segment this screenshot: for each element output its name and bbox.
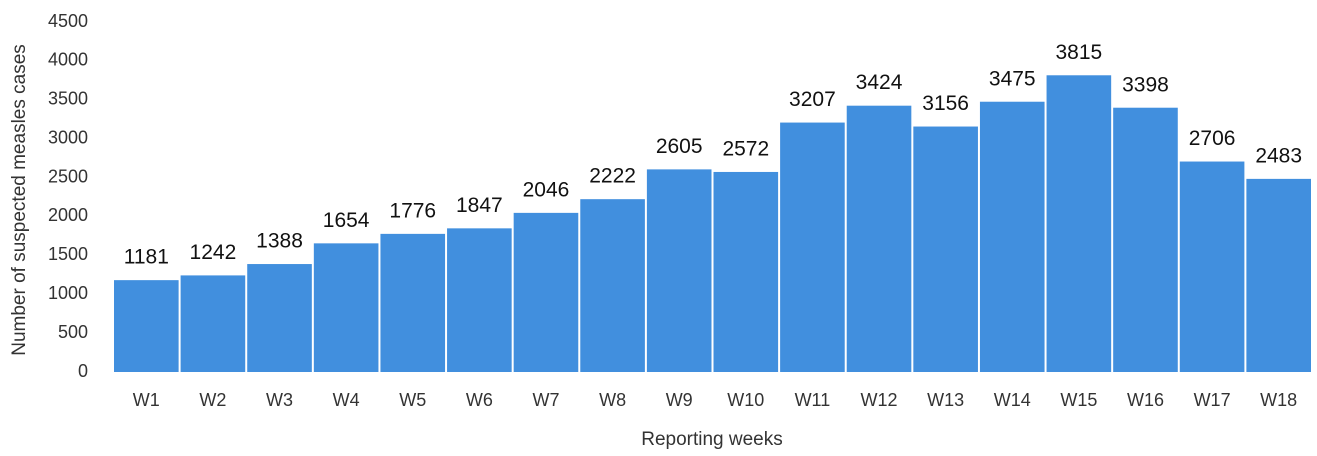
bar (646, 169, 712, 372)
bar (979, 101, 1045, 372)
bar (247, 264, 312, 372)
y-tick-label: 2500 (48, 166, 88, 186)
bar (380, 233, 446, 372)
bar (114, 280, 179, 372)
data-label: 3815 (1056, 41, 1103, 64)
x-axis-label: Reporting weeks (641, 429, 783, 450)
data-label: 3475 (989, 67, 1036, 90)
y-tick-label: 2000 (48, 205, 88, 225)
x-tick-label: W6 (466, 390, 493, 410)
y-tick-label: 1500 (48, 244, 88, 264)
bar (513, 212, 579, 372)
data-label: 1242 (190, 241, 237, 264)
data-label: 2483 (1255, 144, 1302, 167)
x-tick-label: W7 (532, 390, 559, 410)
x-tick-label: W9 (666, 390, 693, 410)
x-tick-label: W8 (599, 390, 626, 410)
data-label: 1388 (256, 230, 303, 253)
x-tick-label: W15 (1060, 390, 1097, 410)
data-label: 1847 (456, 194, 503, 217)
x-tick-label: W14 (994, 390, 1031, 410)
bar (1179, 161, 1245, 372)
data-label: 3207 (789, 88, 836, 111)
bar (1113, 107, 1178, 372)
x-tick-label: W4 (333, 390, 360, 410)
x-tick-label: W18 (1260, 390, 1297, 410)
y-tick-label: 4500 (48, 11, 88, 31)
data-label: 2605 (656, 135, 703, 158)
bar (313, 243, 379, 372)
x-tick-label: W1 (133, 390, 160, 410)
data-label: 3398 (1122, 73, 1169, 96)
y-tick-label: 3000 (48, 127, 88, 147)
x-tick-label: W11 (795, 390, 831, 410)
x-tick-label: W3 (266, 390, 293, 410)
x-tick-label: W10 (727, 390, 764, 410)
data-label: 1776 (389, 199, 436, 222)
data-label: 2046 (523, 178, 570, 201)
data-label: 2222 (589, 165, 636, 188)
bar (913, 126, 978, 373)
bar (180, 275, 246, 372)
data-label: 2572 (722, 138, 769, 161)
bar (780, 122, 845, 372)
y-tick-label: 0 (78, 361, 88, 381)
y-tick-label: 4000 (48, 50, 88, 70)
data-label: 1654 (323, 209, 370, 232)
bar (1046, 75, 1112, 373)
data-label: 3424 (856, 71, 903, 94)
y-tick-label: 1000 (48, 283, 88, 303)
x-tick-label: W2 (199, 390, 226, 410)
data-label: 2706 (1189, 127, 1236, 150)
bar (1246, 178, 1311, 372)
bar (846, 105, 912, 372)
y-tick-label: 3500 (48, 89, 88, 109)
data-label: 3156 (922, 92, 969, 115)
bar (447, 228, 512, 372)
data-label: 1181 (124, 246, 169, 269)
x-tick-label: W12 (861, 390, 898, 410)
x-tick-label: W13 (927, 390, 964, 410)
y-tick-label: 500 (58, 322, 88, 342)
x-tick-label: W17 (1194, 390, 1231, 410)
bar (713, 171, 779, 372)
y-axis-label: Number of suspected measles cases (9, 44, 30, 356)
x-tick-label: W16 (1127, 390, 1164, 410)
x-tick-label: W5 (399, 390, 426, 410)
bar (580, 199, 645, 372)
